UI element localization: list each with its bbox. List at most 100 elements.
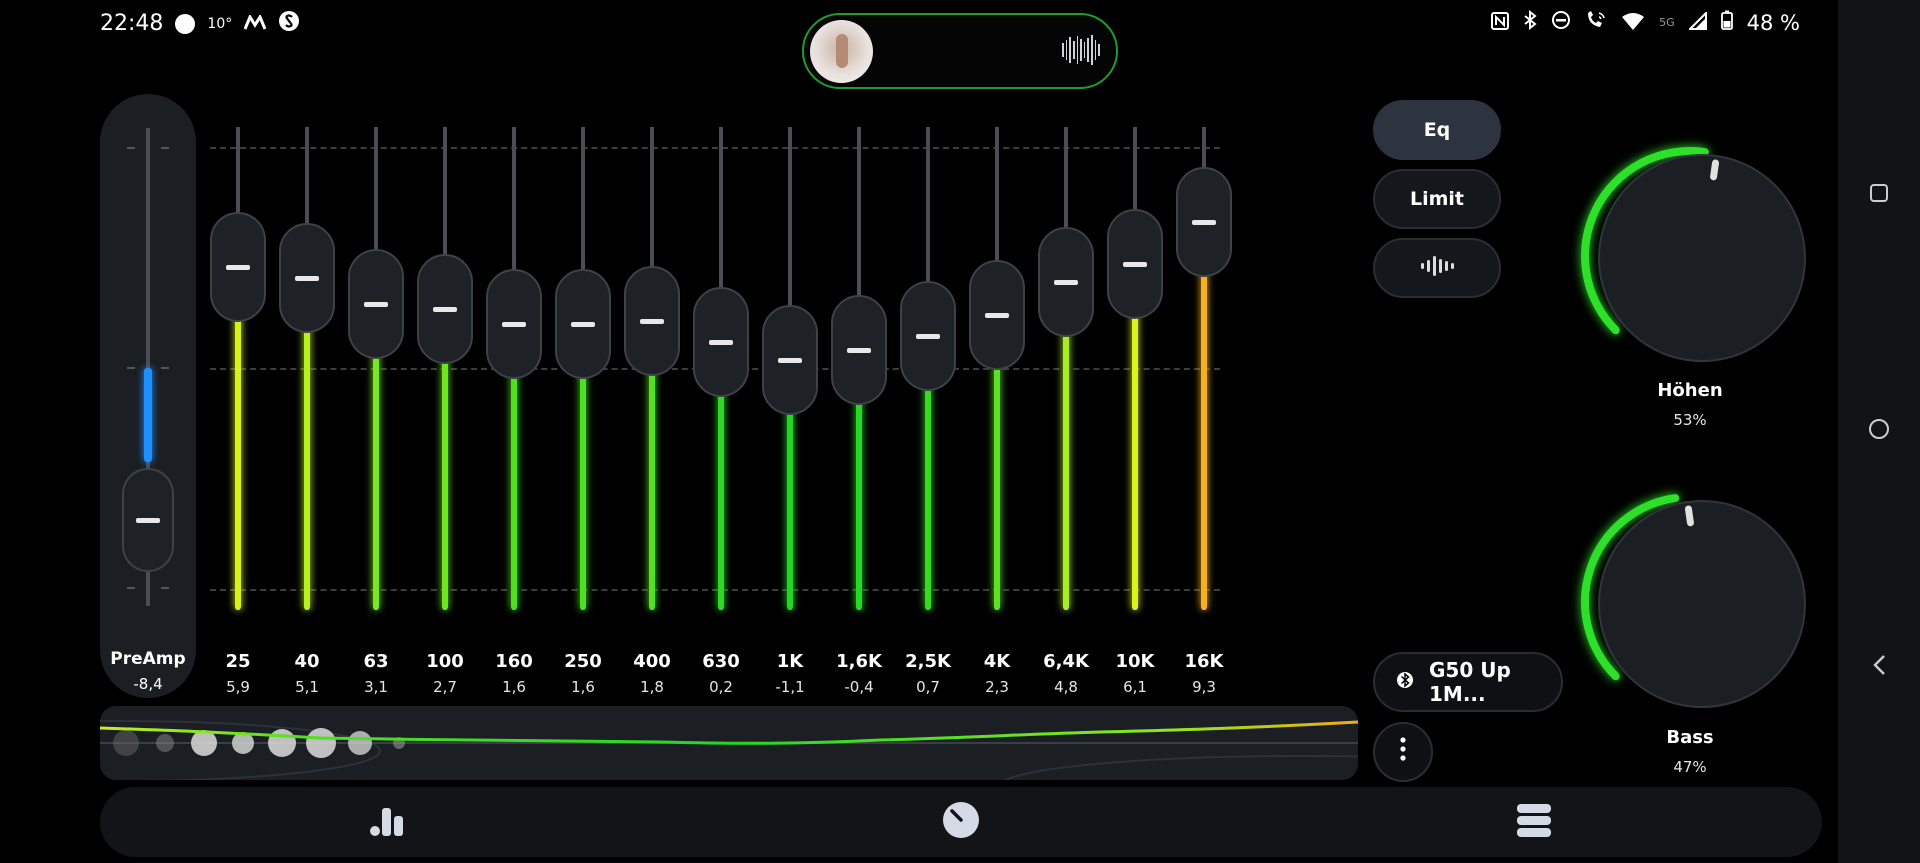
- audio-wave-icon: [1419, 255, 1455, 282]
- eq-band-frequency: 250: [564, 651, 602, 672]
- eq-band: 6,4K 4,8: [1038, 127, 1094, 707]
- more-vertical-icon: [1400, 736, 1406, 768]
- eq-band-fill: [580, 323, 586, 610]
- album-art[interactable]: [810, 20, 873, 83]
- layers-icon: [1515, 801, 1553, 843]
- preamp-slider-track[interactable]: [146, 128, 150, 606]
- eq-band-frequency: 6,4K: [1043, 651, 1089, 672]
- eq-band-frequency: 2,5K: [905, 651, 951, 672]
- eq-band-handle[interactable]: [417, 254, 473, 365]
- eq-band-handle[interactable]: [831, 295, 887, 406]
- back-button[interactable]: [1838, 642, 1920, 692]
- eq-band: 160 1,6: [486, 127, 542, 707]
- grid-tick: [127, 147, 135, 149]
- eq-band-handle[interactable]: [348, 249, 404, 360]
- handle-grip: [985, 312, 1009, 318]
- bluetooth-icon: [1397, 668, 1413, 697]
- eq-band-handle[interactable]: [486, 268, 542, 379]
- eq-band-gain: -0,4: [844, 678, 874, 696]
- status-bar: 22:48 10° 5G 48 %: [100, 9, 1800, 40]
- limit-mode-label: Limit: [1409, 188, 1464, 210]
- handle-grip: [571, 321, 595, 327]
- eq-band-frequency: 25: [225, 651, 251, 672]
- more-options-button[interactable]: [1373, 722, 1433, 782]
- output-device-button[interactable]: G50 Up 1M...: [1373, 652, 1563, 712]
- wifi-icon: [1621, 11, 1645, 35]
- eq-band-fill: [1132, 264, 1138, 610]
- eq-band-gain: 2,7: [433, 678, 457, 696]
- nav-dials[interactable]: [936, 797, 986, 847]
- eq-band-frequency: 630: [702, 651, 740, 672]
- eq-band-gain: 0,2: [709, 678, 733, 696]
- equalizer-bands: 25 5,9 40 5,1 63 3,1 100 2,7 160 1,6 250 1,6 400 1,8 6…: [210, 0, 1232, 863]
- eq-band-handle[interactable]: [1176, 167, 1232, 278]
- eq-band-gain: 6,1: [1123, 678, 1147, 696]
- eq-band: 250 1,6: [555, 127, 611, 707]
- home-icon: [1868, 418, 1890, 444]
- nfc-icon: [1491, 11, 1510, 35]
- eq-band-fill: [925, 335, 931, 610]
- eq-curve-preview[interactable]: [100, 706, 1358, 780]
- eq-band-handle[interactable]: [1107, 209, 1163, 320]
- handle-grip: [916, 333, 940, 339]
- eq-mode-button[interactable]: Eq: [1373, 100, 1501, 160]
- signal-icon: [1687, 10, 1707, 35]
- circle-icon: [175, 13, 196, 34]
- eq-band-handle[interactable]: [900, 280, 956, 391]
- handle-grip: [433, 307, 457, 313]
- grid-line-top: [210, 147, 1220, 149]
- preamp-slider-handle[interactable]: [122, 468, 174, 572]
- eq-band-handle[interactable]: [555, 268, 611, 379]
- battery-icon: [1720, 10, 1733, 35]
- eq-band-handle[interactable]: [693, 287, 749, 398]
- eq-band-gain: 5,1: [295, 678, 319, 696]
- eq-band-frequency: 1,6K: [836, 651, 882, 672]
- app-m-icon: [243, 12, 267, 36]
- dial-level-arc: [1581, 147, 1709, 335]
- audio-effects-button[interactable]: [1373, 238, 1501, 298]
- dial-level-arc: [1581, 494, 1680, 681]
- device-name: G50 Up 1M...: [1429, 658, 1511, 706]
- eq-mode-label: Eq: [1423, 119, 1451, 141]
- limit-mode-button[interactable]: Limit: [1373, 169, 1501, 229]
- dial-pointer: [1710, 159, 1720, 181]
- grid-tick: [127, 587, 135, 589]
- now-playing-pill[interactable]: [802, 13, 1118, 89]
- treble-dial[interactable]: [1570, 136, 1810, 376]
- nav-equalizer[interactable]: [364, 797, 414, 847]
- handle-grip: [847, 348, 871, 354]
- home-button[interactable]: [1838, 406, 1920, 456]
- eq-band-handle[interactable]: [210, 212, 266, 323]
- eq-band-fill: [511, 323, 517, 610]
- nav-presets[interactable]: [1509, 797, 1559, 847]
- preamp-label: PreAmp: [110, 649, 186, 669]
- bass-dial[interactable]: [1570, 482, 1810, 722]
- dnd-icon: [1551, 10, 1571, 35]
- dial-graphic: [1581, 147, 1806, 362]
- dial-knob: [1598, 500, 1806, 708]
- eq-band-fill: [442, 309, 448, 610]
- eq-band-frequency: 160: [495, 651, 533, 672]
- eq-band-frequency: 100: [426, 651, 464, 672]
- eq-band: 16K 9,3: [1176, 127, 1232, 707]
- dial-pointer: [1684, 505, 1694, 527]
- preamp-value: -8,4: [133, 675, 163, 693]
- eq-band-handle[interactable]: [624, 266, 680, 377]
- handle-grip: [226, 265, 250, 271]
- eq-band-handle[interactable]: [279, 222, 335, 333]
- eq-band-handle[interactable]: [1038, 226, 1094, 337]
- eq-band: 25 5,9: [210, 127, 266, 707]
- eq-band-frequency: 400: [633, 651, 671, 672]
- wifi-call-icon: [1585, 10, 1607, 35]
- eq-band-handle[interactable]: [969, 259, 1025, 370]
- eq-band: 4K 2,3: [969, 127, 1025, 707]
- waveform-icon: [1062, 35, 1101, 65]
- recents-button[interactable]: [1838, 170, 1920, 220]
- equalizer-icon: [369, 802, 409, 842]
- eq-band-frequency: 4K: [983, 651, 1011, 672]
- eq-band-handle[interactable]: [762, 304, 818, 415]
- eq-band: 1K -1,1: [762, 127, 818, 707]
- eq-band: 10K 6,1: [1107, 127, 1163, 707]
- grid-line-bottom: [210, 589, 1220, 591]
- handle-grip: [1054, 279, 1078, 285]
